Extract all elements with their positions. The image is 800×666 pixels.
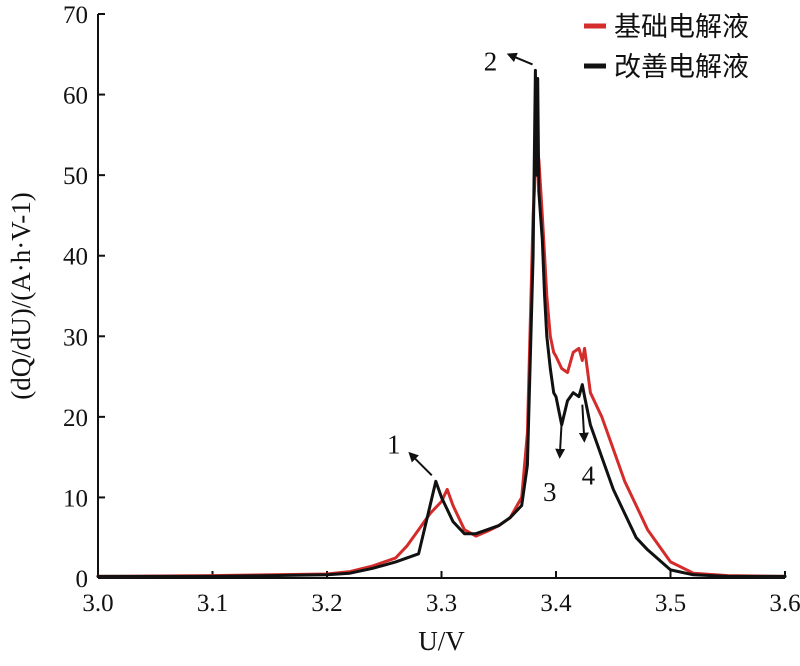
annotation-arrow-1 bbox=[408, 451, 433, 477]
legend-label-0: 基础电解液 bbox=[614, 12, 749, 43]
y-tick-label: 50 bbox=[63, 163, 88, 190]
x-tick-label: 3.5 bbox=[655, 590, 686, 617]
series-layer bbox=[96, 68, 787, 578]
x-tick-label: 3.4 bbox=[540, 590, 572, 617]
y-axis-ticks: 0 10 20 30 40 50 60 70 bbox=[63, 2, 105, 593]
axes: 3.0 3.1 3.2 3.3 3.4 3.5 3.6 0 10 20 30 40 50 60 70 bbox=[63, 2, 800, 617]
annotation-label-1: 1 bbox=[387, 429, 401, 459]
legend-label-1: 改善电解液 bbox=[614, 52, 749, 83]
x-axis-label: U/V bbox=[418, 626, 465, 656]
x-tick-label: 3.3 bbox=[426, 590, 457, 617]
y-axis-label: (dQ/dU)/(A·h·V-1) bbox=[6, 192, 36, 399]
y-tick-label: 40 bbox=[63, 244, 88, 271]
x-axis-ticks: 3.0 3.1 3.2 3.3 3.4 3.5 3.6 bbox=[82, 571, 800, 617]
x-tick-label: 3.0 bbox=[82, 590, 113, 617]
annotation-arrow-2 bbox=[506, 52, 533, 66]
annotation-layer: 1 2 34 bbox=[387, 46, 596, 506]
y-tick-label: 70 bbox=[63, 2, 88, 29]
series-line-1 bbox=[96, 68, 787, 578]
y-tick-label: 0 bbox=[76, 566, 89, 593]
annotation-arrow-4 bbox=[578, 404, 589, 443]
annotation-label-3: 3 bbox=[543, 477, 557, 507]
series-line-0 bbox=[96, 149, 787, 578]
annotation-label-2: 2 bbox=[484, 46, 498, 76]
x-tick-label: 3.6 bbox=[769, 590, 800, 617]
y-tick-label: 10 bbox=[63, 485, 88, 512]
y-tick-label: 20 bbox=[63, 405, 88, 432]
annotation-arrow-3 bbox=[555, 420, 566, 459]
annotation-label-4: 4 bbox=[582, 461, 596, 491]
y-tick-label: 60 bbox=[63, 83, 88, 110]
y-tick-label: 30 bbox=[63, 324, 88, 351]
x-tick-label: 3.2 bbox=[311, 590, 342, 617]
x-tick-label: 3.1 bbox=[197, 590, 228, 617]
